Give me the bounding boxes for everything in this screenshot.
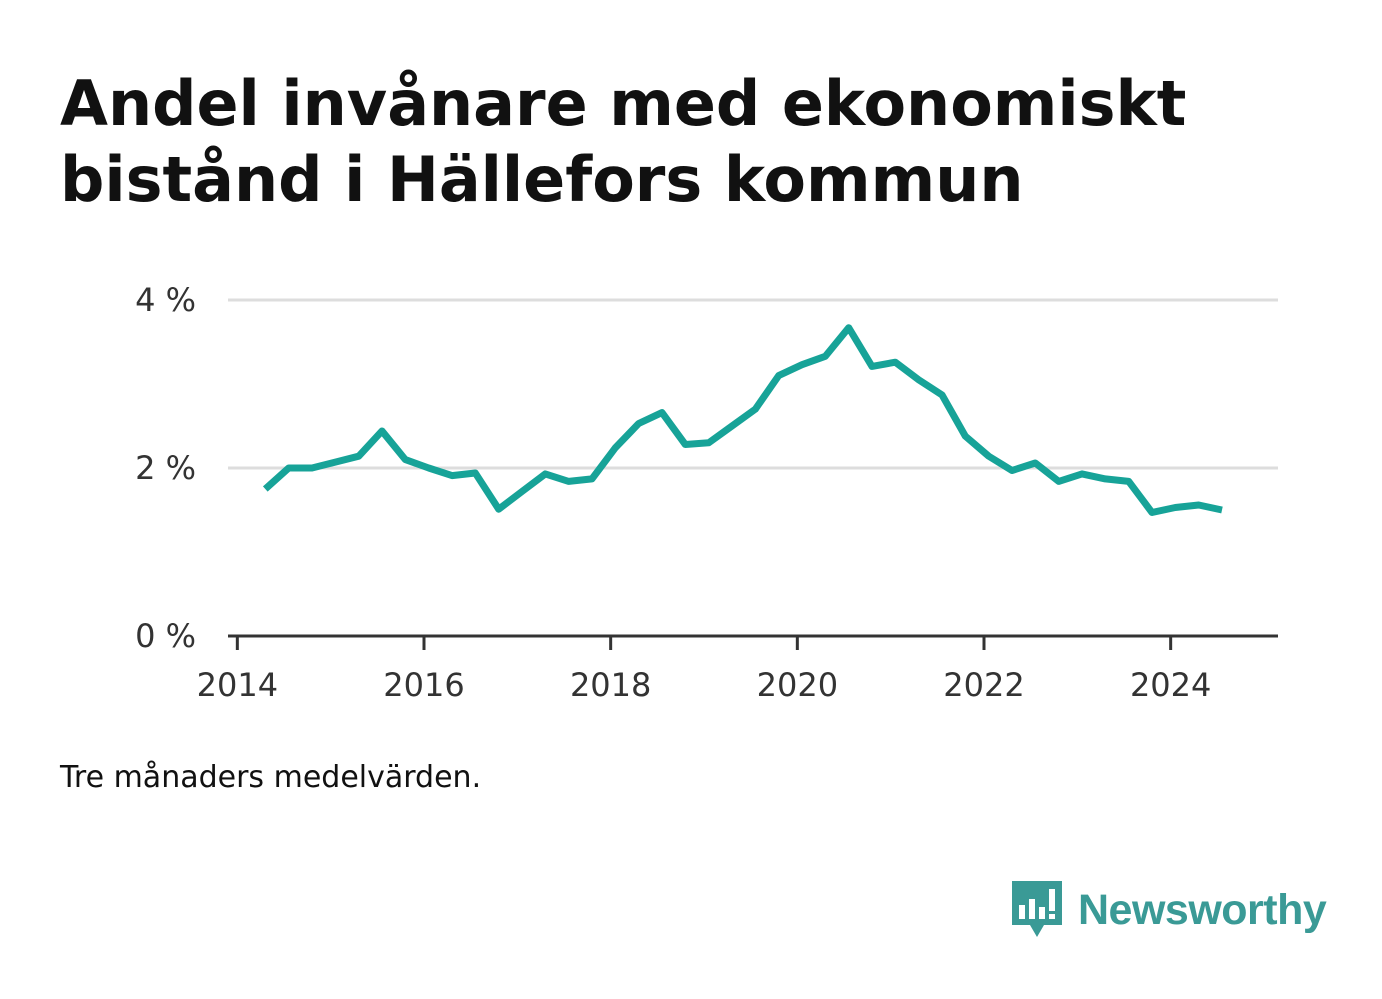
- x-tick-label-1: 2016: [383, 666, 464, 704]
- y-tick-label-2: 4 %: [135, 281, 196, 319]
- chart-title: Andel invånare med ekonomiskt bistånd i …: [60, 67, 1187, 216]
- line-chart: 0 % 2 % 4 % 2014 2016 2018 2020 2022 2024: [135, 281, 1278, 704]
- series-line-0: [262, 324, 1223, 516]
- series-layer: [262, 324, 1223, 516]
- gridlines: [228, 298, 1278, 470]
- brand-name: Newsworthy: [1078, 885, 1327, 934]
- y-axis-labels: 0 % 2 % 4 %: [135, 281, 196, 655]
- x-tick-label-5: 2024: [1130, 666, 1211, 704]
- x-axis-labels: 2014 2016 2018 2020 2022 2024: [197, 666, 1212, 704]
- x-tick-label-0: 2014: [197, 666, 278, 704]
- y-tick-label-0: 0 %: [135, 617, 196, 655]
- y-tick-label-1: 2 %: [135, 449, 196, 487]
- x-axis: [228, 634, 1278, 650]
- newsworthy-logo: Newsworthy: [1010, 878, 1327, 942]
- bar-chart-speech-bubble-icon: [1012, 881, 1062, 937]
- chart-note: Tre månaders medelvärden.: [60, 760, 482, 795]
- x-tick-label-4: 2022: [943, 666, 1024, 704]
- x-tick-label-3: 2020: [757, 666, 838, 704]
- x-tick-label-2: 2018: [570, 666, 651, 704]
